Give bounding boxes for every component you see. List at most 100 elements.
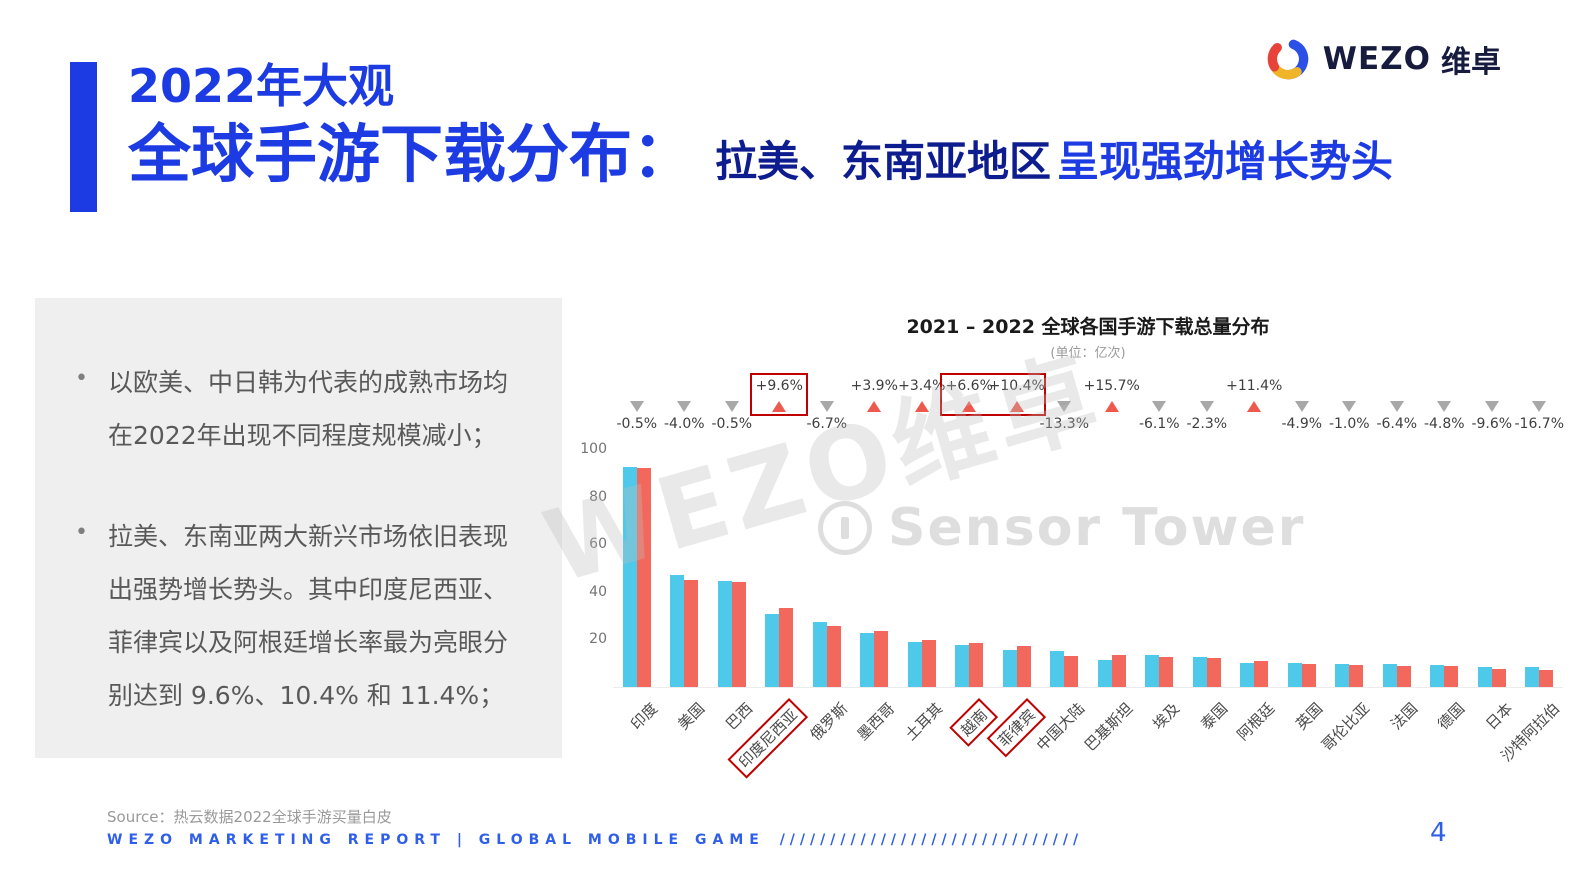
bar-2022 (1064, 656, 1079, 687)
bar-2021 (1382, 664, 1397, 687)
bar-2022 (1016, 646, 1031, 687)
bar-2021 (765, 614, 780, 687)
bullet-item: • 以欧美、中日韩为代表的成熟市场均在2022年出现不同程度规模减小； (75, 356, 518, 462)
highlight-box (750, 373, 809, 416)
bar-group (613, 450, 661, 687)
title-row: 全球手游下载分布： 拉美、东南亚地区 呈现强劲增长势头 (128, 116, 1548, 195)
bar-group (851, 450, 899, 687)
bar-group (1421, 450, 1469, 687)
bar-2021 (1192, 657, 1207, 687)
change-marker: +3.9% (851, 374, 899, 432)
x-label-row: 印度 美国 巴西 印度尼西亚 俄罗斯 墨西哥 土耳其 越南 菲律宾 中国大陆 巴基斯坦 埃及 泰国 阿根廷… (613, 690, 1563, 820)
down-triangle-icon (724, 401, 739, 412)
bar-2021 (1097, 659, 1112, 687)
change-label: +3.9% (850, 378, 898, 394)
bar-2021 (1477, 666, 1492, 687)
change-label: -0.5% (616, 416, 658, 432)
bar-2022 (1111, 655, 1126, 687)
bar-2022 (1206, 657, 1221, 687)
bar-group (993, 450, 1041, 687)
change-marker: +11.4% (1226, 374, 1282, 432)
bar-group (1516, 450, 1564, 687)
chart-subtitle: (单位：亿次) (1050, 346, 1126, 361)
logo-brand: WEZO (1322, 41, 1431, 77)
bar-2022 (1301, 664, 1316, 687)
x-axis-label: 土耳其 (901, 699, 946, 744)
up-triangle-icon (772, 401, 787, 412)
down-triangle-icon (629, 401, 644, 412)
bar-2022 (1349, 664, 1364, 687)
x-label-cell: 土耳其 (898, 690, 946, 820)
change-marker: +3.4% (898, 374, 946, 432)
change-label: -16.7% (1514, 416, 1565, 432)
down-triangle-icon (1057, 401, 1072, 412)
bar-2021 (1335, 664, 1350, 687)
x-label-cell: 印度 (613, 690, 661, 820)
plot-area (613, 450, 1563, 688)
footer-slashes: ////////////////////////////// (779, 832, 1084, 848)
change-label: -4.0% (663, 416, 705, 432)
x-axis-label: 俄罗斯 (806, 699, 851, 744)
change-marker: -1.0% (1326, 374, 1374, 432)
bar-group (946, 450, 994, 687)
down-triangle-icon (1342, 401, 1357, 412)
bullet-dot: • (75, 520, 88, 545)
x-axis-label: 日本 (1481, 699, 1516, 734)
bar-2022 (684, 579, 699, 687)
bar-2022 (1491, 668, 1506, 687)
change-marker: +10.4% (989, 374, 1045, 432)
x-axis-label: 泰国 (1196, 699, 1231, 734)
y-tick-label: 100 (580, 441, 607, 457)
x-axis-label: 法国 (1386, 699, 1421, 734)
change-label: +10.4% (988, 378, 1045, 394)
change-marker: -0.5% (708, 374, 756, 432)
bar-group (1183, 450, 1231, 687)
change-label: +6.6% (945, 378, 993, 394)
up-triangle-icon (914, 401, 929, 412)
x-axis-label: 德国 (1434, 699, 1469, 734)
change-label: +15.7% (1083, 378, 1140, 394)
x-axis-label: 墨西哥 (853, 699, 899, 744)
change-label: -2.3% (1186, 416, 1228, 432)
x-label-cell: 沙特阿拉伯 (1498, 690, 1564, 820)
title-block: 2022年大观 全球手游下载分布： 拉美、东南亚地区 呈现强劲增长势头 (128, 58, 1548, 194)
bar-2021 (622, 466, 637, 687)
bar-2021 (1002, 650, 1017, 687)
change-label: -4.9% (1281, 416, 1323, 432)
x-axis-label: 巴西 (721, 699, 756, 734)
up-triangle-icon (962, 401, 977, 412)
change-marker: -9.6% (1468, 374, 1516, 432)
bar-2022 (636, 468, 651, 687)
change-marker: +15.7% (1084, 374, 1140, 432)
x-axis-label: 菲律宾 (986, 698, 1046, 758)
bar-2021 (1287, 663, 1302, 687)
bar-2021 (670, 575, 685, 687)
down-triangle-icon (1484, 401, 1499, 412)
change-label: -6.7% (806, 416, 848, 432)
x-label-cell: 哥伦比亚 (1318, 690, 1373, 820)
change-marker-row: -0.5% -4.0% -0.5% +9.6% -6.7% +3.9% +3.4% +6.6%… (613, 373, 1565, 432)
x-label-cell: 阿根廷 (1231, 690, 1279, 820)
bar-2022 (1444, 666, 1459, 687)
bar-2022 (1396, 665, 1411, 687)
bar-group (1088, 450, 1136, 687)
up-triangle-icon (867, 401, 882, 412)
up-triangle-icon (1247, 401, 1262, 412)
x-label-cell: 墨西哥 (851, 690, 899, 820)
x-label-cell: 德国 (1421, 690, 1469, 820)
down-triangle-icon (1294, 401, 1309, 412)
x-axis-label: 埃及 (1149, 699, 1184, 734)
x-label-cell: 法国 (1373, 690, 1421, 820)
bar-2022 (874, 631, 889, 687)
y-tick-label: 40 (589, 583, 607, 600)
bullet-item: • 拉美、东南亚两大新兴市场依旧表现出强势增长势头。其中印度尼西亚、菲律宾以及阿… (75, 510, 518, 722)
down-triangle-icon (1389, 401, 1404, 412)
up-triangle-icon (1104, 401, 1119, 412)
logo: WEZO 维卓 (1263, 34, 1501, 84)
change-label: -4.8% (1423, 416, 1465, 432)
down-triangle-icon (819, 401, 834, 412)
bar-group (1136, 450, 1184, 687)
source-note: Source：热云数据2022全球手游买量白皮 (107, 808, 392, 826)
bar-group (1373, 450, 1421, 687)
x-label-cell: 巴基斯坦 (1081, 690, 1136, 820)
